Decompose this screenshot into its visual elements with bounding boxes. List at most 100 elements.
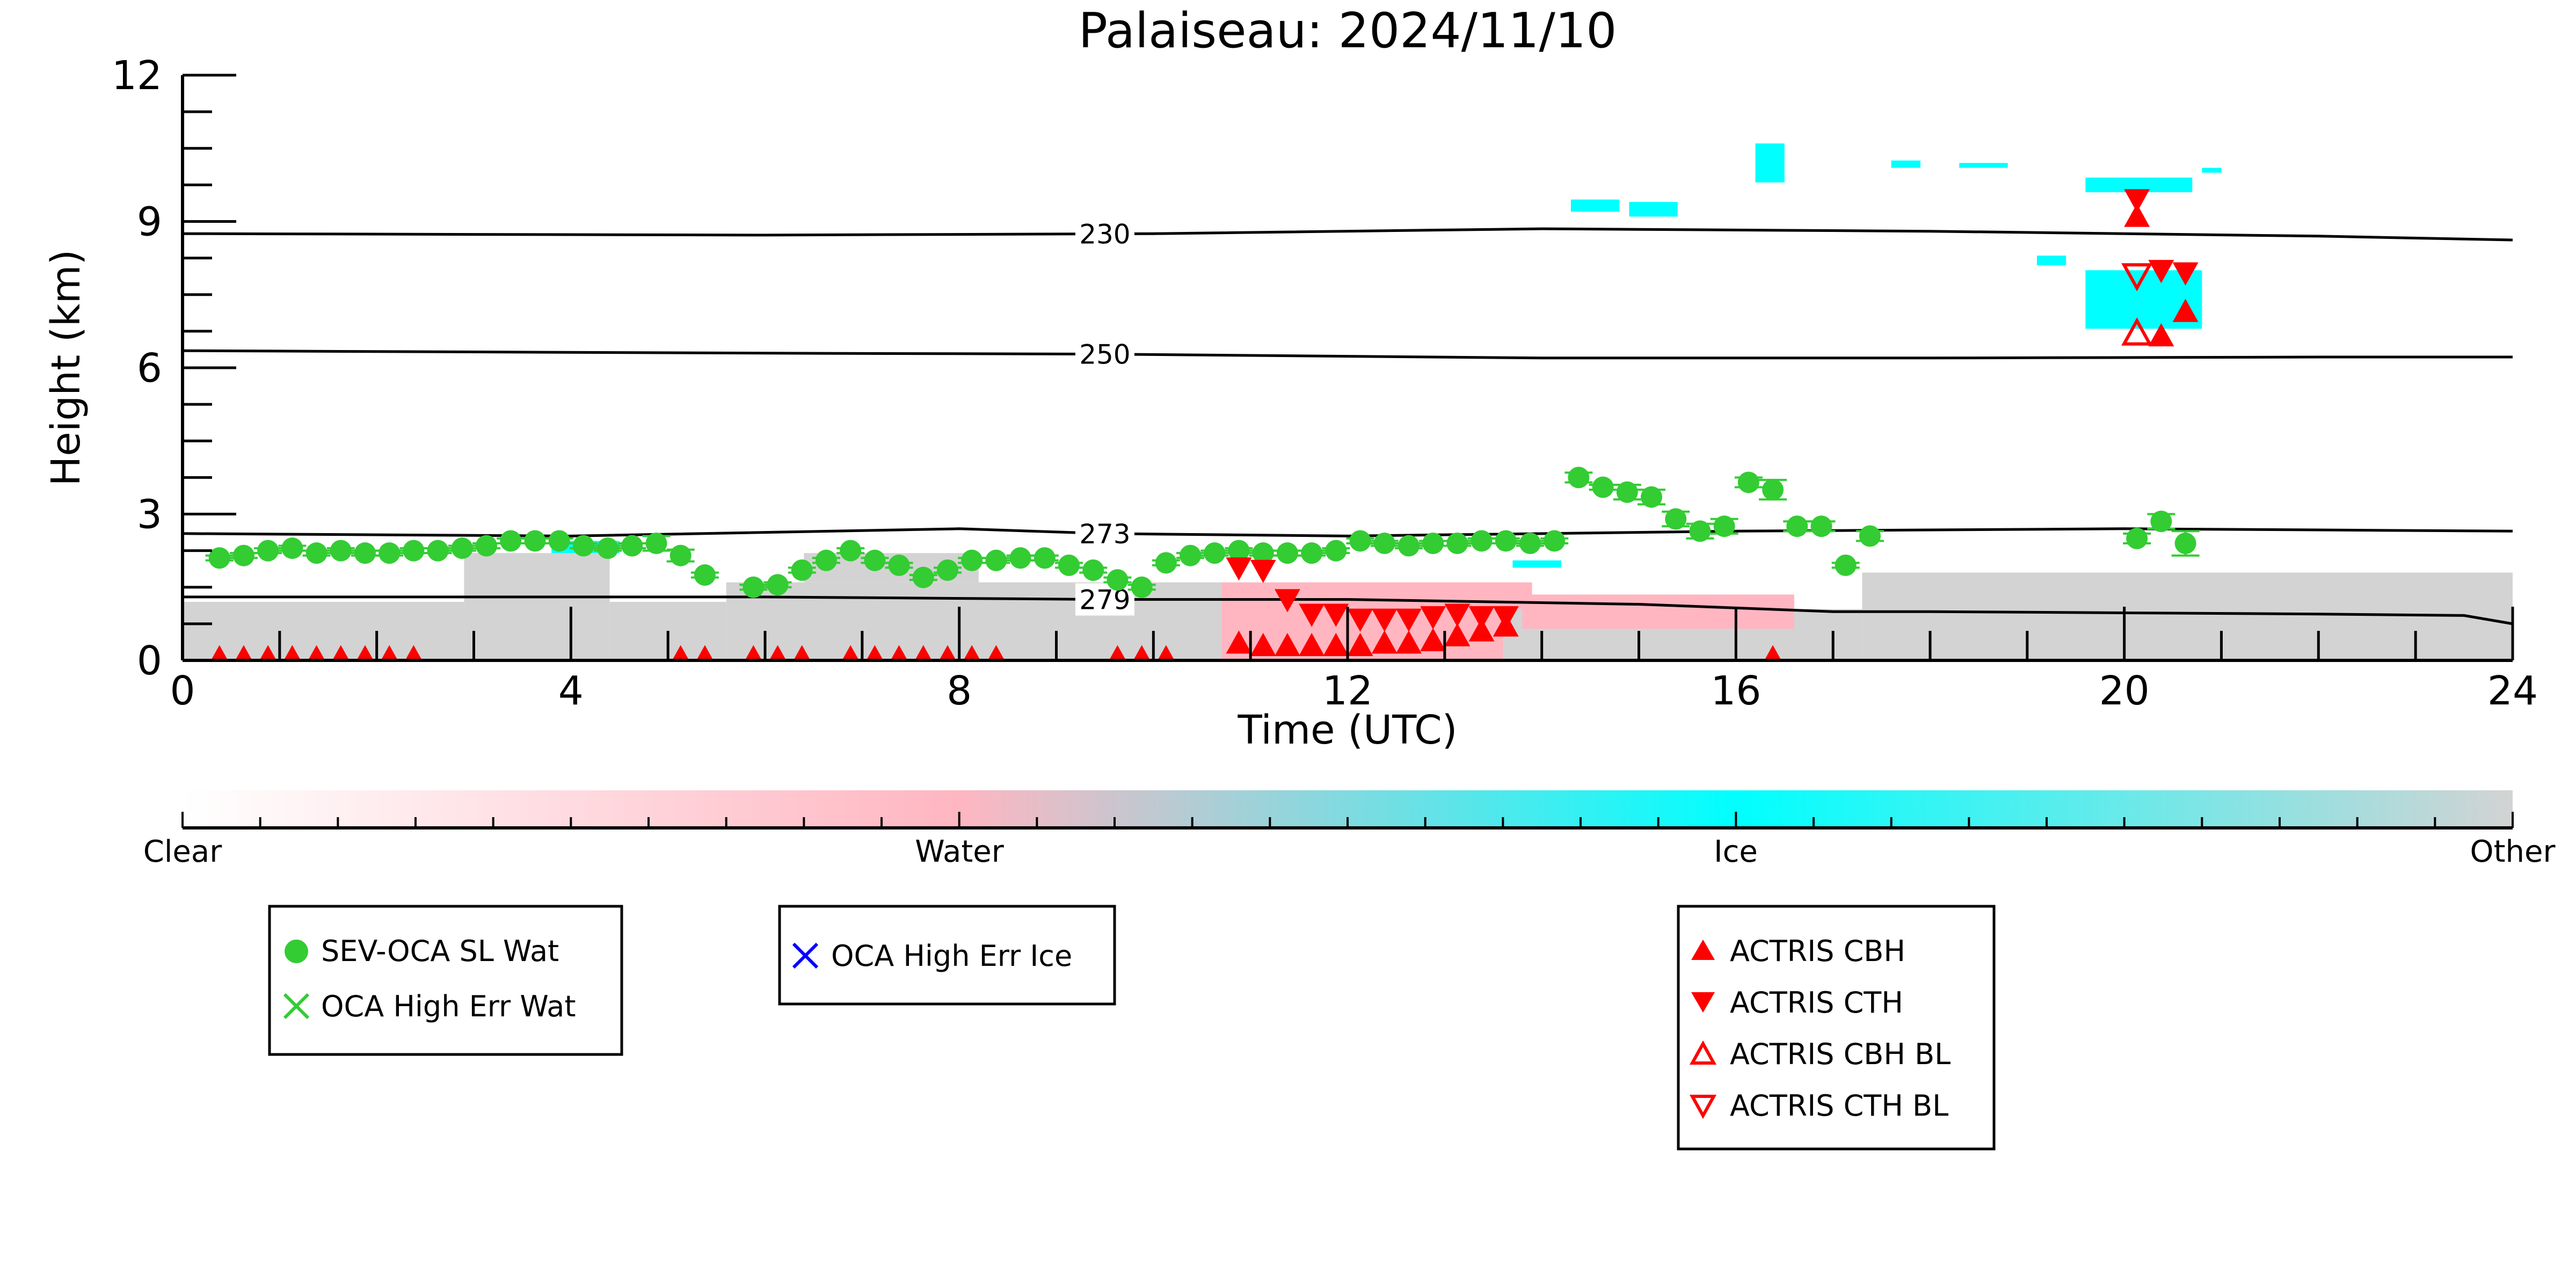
marker-actris-cth	[1371, 608, 1398, 632]
marker-actris-cbh	[745, 645, 762, 660]
marker-actris-cth	[2148, 260, 2174, 283]
marker-sev-oca-sl-wat	[1301, 542, 1323, 564]
marker-actris-cbh	[1250, 632, 1276, 656]
marker-sev-oca-sl-wat	[815, 549, 837, 571]
marker-actris-cbh	[1226, 630, 1252, 654]
marker-sev-oca-sl-wat	[1786, 515, 1808, 537]
contour-label-273: 273	[1079, 519, 1130, 550]
colorbar-ticks	[181, 812, 2514, 828]
marker-sev-oca-sl-wat	[572, 535, 594, 557]
marker-sev-oca-sl-wat	[1471, 530, 1493, 552]
legend-label-oca-high-err-wat: OCA High Err Wat	[321, 989, 576, 1023]
marker-sev-oca-sl-wat	[961, 549, 983, 571]
contour-label-bg	[1075, 517, 1134, 550]
marker-sev-oca-sl-wat	[1155, 552, 1177, 574]
marker-actris-cbh	[405, 645, 423, 660]
legend-label-sev-oca-sl-wat: SEV-OCA SL Wat	[321, 934, 559, 968]
y-ticks: 0 3 6 9 12	[112, 53, 236, 684]
marker-sev-oca-sl-wat	[2174, 533, 2196, 554]
x-axis-label: Time (UTC)	[1237, 707, 1457, 753]
colorbar-label-water: Water	[915, 834, 1005, 869]
marker-sev-oca-sl-wat	[1276, 542, 1298, 564]
marker-actris-cth	[1299, 603, 1325, 627]
legend-box	[778, 905, 1116, 1006]
marker-actris-cth	[2124, 189, 2150, 213]
marker-sev-oca-sl-wat	[840, 540, 862, 562]
marker-sev-oca-sl-wat	[621, 535, 643, 557]
legend-marker-oca-high-err-wat	[283, 993, 310, 1020]
marker-actris-cth	[1323, 603, 1349, 627]
legend-marker-actris-cbh-bl	[1689, 1040, 1717, 1065]
contour-250	[182, 349, 2513, 360]
marker-sev-oca-sl-wat	[1204, 542, 1226, 564]
contour-label-230: 230	[1079, 219, 1130, 250]
marker-sev-oca-sl-wat	[1107, 569, 1129, 591]
marker-actris-cth	[1420, 606, 1446, 630]
marker-actris-cbh	[308, 645, 325, 660]
marker-actris-cbh	[1109, 645, 1126, 660]
marker-sev-oca-sl-wat	[1810, 515, 1832, 537]
marker-sev-oca-sl-wat	[1689, 520, 1711, 542]
marker-sev-oca-sl-wat	[1252, 542, 1274, 564]
colorbar: Clear Water Ice Other	[143, 790, 2556, 869]
marker-actris-cbh	[332, 645, 350, 660]
marker-sev-oca-sl-wat	[597, 537, 619, 559]
marker-actris-cbh	[866, 645, 884, 660]
marker-sev-oca-sl-wat	[694, 564, 716, 586]
y-tick-label: 9	[137, 199, 162, 245]
marker-sev-oca-sl-wat	[1009, 547, 1031, 569]
contour-label-bg	[1075, 583, 1134, 616]
marker-actris-cbh	[1468, 618, 1495, 642]
marker-sev-oca-sl-wat	[1325, 540, 1347, 562]
y-tick-label: 0	[137, 638, 162, 684]
marker-actris-cth	[1274, 589, 1300, 613]
marker-actris-cbh	[696, 645, 714, 660]
marker-actris-cbh	[1395, 630, 1422, 654]
legend-marker-actris-cth	[1691, 992, 1715, 1013]
cloud-region-other	[464, 553, 610, 660]
marker-sev-oca-sl-wat	[476, 535, 498, 557]
marker-actris-cbh	[1347, 632, 1373, 656]
marker-actris-cbh	[2124, 203, 2150, 227]
marker-sev-oca-sl-wat	[1373, 533, 1395, 554]
marker-sev-oca-sl-wat	[1859, 525, 1881, 547]
marker-sev-oca-sl-wat	[1180, 544, 1202, 566]
contour-label-bg	[1075, 338, 1134, 370]
marker-actris-cbh	[1764, 645, 1781, 660]
cloud-region-ice	[1959, 163, 2008, 168]
legend-marker-actris-cbh	[1691, 940, 1715, 960]
marker-sev-oca-sl-wat	[1737, 471, 1759, 493]
marker-actris-cbh-bl	[2121, 317, 2153, 346]
marker-sev-oca-sl-wat	[1519, 533, 1541, 554]
marker-sev-oca-sl-wat	[912, 566, 934, 588]
x-ticks: 0 4 8 12 16 20 24	[170, 607, 2538, 714]
marker-sev-oca-sl-wat	[2126, 527, 2148, 549]
marker-actris-cbh	[356, 645, 374, 660]
marker-sev-oca-sl-wat	[791, 559, 813, 581]
marker-actris-cbh	[381, 645, 398, 660]
marker-sev-oca-sl-wat	[743, 576, 765, 598]
cloud-classification	[183, 143, 2513, 660]
y-tick-label: 12	[112, 53, 162, 99]
marker-sev-oca-sl-wat	[1665, 508, 1687, 530]
marker-sev-oca-sl-wat	[305, 542, 328, 564]
marker-actris-cbh	[1133, 645, 1151, 660]
legend-box	[1677, 905, 1996, 1151]
legend-marker-oca-high-err-ice	[792, 942, 819, 969]
marker-sev-oca-sl-wat	[864, 549, 886, 571]
cloud-region-ice	[1629, 202, 1678, 217]
marker-actris-cbh	[987, 645, 1005, 660]
legend-marker-sev-oca-sl-wat	[285, 940, 308, 963]
marker-sev-oca-sl-wat	[670, 544, 692, 566]
marker-actris-cbh	[235, 645, 252, 660]
marker-sev-oca-sl-wat	[403, 540, 425, 562]
cloud-region-ice	[1512, 560, 1561, 568]
marker-actris-cth	[1250, 559, 1276, 583]
cloud-region-water	[1522, 594, 1794, 629]
marker-actris-cbh	[1299, 632, 1325, 656]
axes: 0 3 6 9 12 0 4 8 12 16 20 24 Time (UTC) Height (km…	[43, 53, 2538, 753]
cloud-region-other	[183, 602, 464, 660]
contour-label-250: 250	[1079, 339, 1130, 370]
x-tick-label: 24	[2487, 668, 2538, 714]
